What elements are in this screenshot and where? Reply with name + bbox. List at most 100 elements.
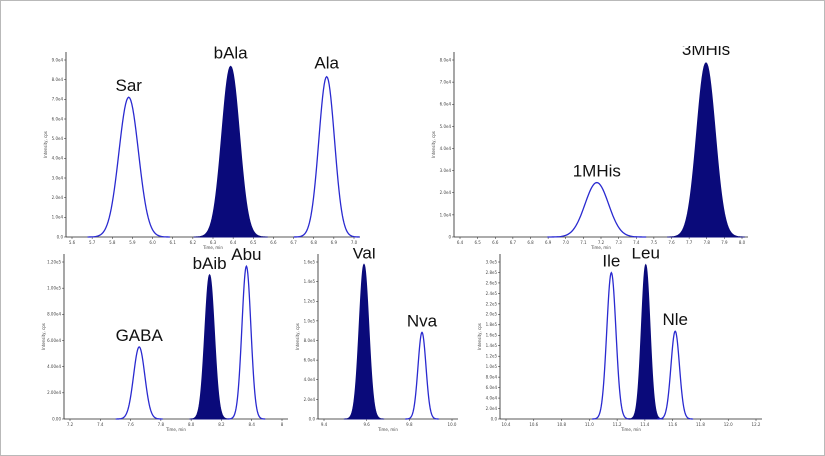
peak-abu	[227, 264, 266, 420]
peak-val	[343, 263, 385, 420]
x-axis-label: Time, min	[590, 245, 611, 250]
y-tick-label: 2.0e4	[486, 406, 498, 411]
y-tick-label: 1.00e5	[47, 286, 61, 291]
x-tick-label: 6.4	[457, 240, 464, 245]
peak-label-abu: Abu	[231, 248, 261, 264]
x-tick-label: 7.1	[580, 240, 587, 245]
x-tick-label: 9.6	[363, 422, 370, 427]
peak-label-bala: bAla	[214, 46, 249, 62]
y-tick-label: 2.8e5	[486, 270, 498, 275]
x-tick-label: 7.7	[686, 240, 693, 245]
peak-nva	[405, 331, 439, 420]
x-tick-label: 8	[281, 422, 284, 427]
y-tick-label: 6.0e4	[486, 385, 498, 390]
x-tick-label: 7.2	[598, 240, 605, 245]
x-tick-label: 6.6	[492, 240, 499, 245]
x-tick-label: 11.4	[640, 422, 649, 427]
x-tick-label: 12.0	[724, 422, 733, 427]
y-tick-label: 2.2e5	[486, 301, 498, 306]
y-tick-label: 3.0e5	[486, 259, 498, 264]
x-tick-label: 6.2	[190, 240, 197, 245]
y-tick-label: 6.0e4	[304, 358, 316, 363]
y-tick-label: 4.0e4	[304, 377, 316, 382]
x-tick-label: 7.4	[633, 240, 640, 245]
x-tick-label: 5.6	[69, 240, 76, 245]
y-tick-label: 0.0	[57, 234, 64, 239]
peak-label-1mhis: 1MHis	[573, 162, 621, 181]
y-tick-label: 1.20e5	[47, 259, 61, 264]
y-axis-label: Intensity, cps	[41, 323, 46, 350]
x-tick-label: 9.4	[321, 422, 328, 427]
peak-ile	[592, 271, 631, 420]
y-tick-label: 2.6e5	[486, 280, 498, 285]
y-tick-label: 0.0	[491, 416, 498, 421]
y-tick-label: 2.00e4	[47, 390, 61, 395]
x-axis-label: Time, min	[377, 427, 398, 432]
x-tick-label: 8.0	[739, 240, 746, 245]
x-tick-label: 6.5	[474, 240, 481, 245]
x-tick-label: 6.9	[331, 240, 338, 245]
x-tick-label: 6.7	[290, 240, 297, 245]
x-tick-label: 8.2	[218, 422, 225, 427]
x-tick-label: 12.2	[752, 422, 761, 427]
y-tick-label: 1.6e5	[486, 333, 498, 338]
x-tick-label: 6.8	[311, 240, 318, 245]
y-tick-label: 4.0e4	[440, 146, 452, 151]
chromatogram-panel-1: 5.6 5.7 5.8 5.9 6.0 6.1 6.2 6.3 6.4 6.5 6.6 6.7 6.8 6…	[43, 46, 360, 250]
chromatogram-panel-4: 9.4 9.6 9.8 10.0 0.0 2.0e4 4.0e4 6.0e4 8.0e4 1.0e…	[295, 248, 458, 432]
x-axis-label: Time, min	[620, 427, 641, 432]
x-axis-label: Time, min	[202, 245, 223, 250]
peak-leu	[627, 263, 664, 420]
peak-baib	[189, 273, 230, 420]
x-tick-label: 6.6	[270, 240, 277, 245]
y-tick-label: 2.4e5	[486, 291, 498, 296]
y-tick-label: 2.0e4	[304, 397, 316, 402]
peak-label-ala: Ala	[314, 54, 339, 73]
y-tick-label: 8.0e4	[52, 77, 64, 82]
y-tick-label: 7.0e4	[440, 80, 452, 85]
y-tick-label: 1.0e5	[486, 364, 498, 369]
y-tick-label: 8.0e4	[440, 57, 452, 62]
peak-label-ile: Ile	[602, 252, 620, 271]
y-tick-label: 2.0e5	[486, 312, 498, 317]
x-tick-label: 7.0	[563, 240, 570, 245]
y-axis-label: Intensity, cps	[431, 131, 436, 158]
x-tick-label: 10.0	[448, 422, 457, 427]
x-tick-label: 7.8	[158, 422, 165, 427]
y-tick-label: 1.4e5	[486, 343, 498, 348]
x-tick-label: 6.0	[149, 240, 156, 245]
y-tick-label: 3.0e4	[52, 175, 64, 180]
peak-label-3mhis: 3MHis	[682, 46, 730, 59]
x-tick-label: 7.6	[127, 422, 134, 427]
x-tick-label: 6.9	[545, 240, 552, 245]
y-tick-label: 1.2e5	[304, 299, 316, 304]
x-tick-label: 11.0	[585, 422, 594, 427]
x-tick-label: 8.4	[249, 422, 256, 427]
peak-3mhis	[667, 62, 745, 238]
x-tick-label: 5.9	[129, 240, 136, 245]
y-axis-label: Intensity, cps	[477, 323, 482, 350]
peak-label-nle: Nle	[662, 310, 688, 329]
x-tick-label: 7.8	[704, 240, 711, 245]
y-tick-label: 4.00e4	[47, 364, 61, 369]
y-tick-label: 4.0e4	[52, 156, 64, 161]
y-tick-label: 8.0e4	[304, 338, 316, 343]
x-tick-label: 7.4	[97, 422, 104, 427]
y-tick-label: 0.00	[52, 416, 61, 421]
y-tick-label: 0	[448, 234, 451, 239]
x-tick-label: 5.7	[89, 240, 96, 245]
x-tick-label: 6.4	[230, 240, 237, 245]
x-tick-label: 10.4	[502, 422, 511, 427]
y-tick-label: 0.0	[309, 416, 316, 421]
y-tick-label: 1.4e5	[304, 279, 316, 284]
x-tick-label: 6.5	[250, 240, 257, 245]
x-tick-label: 11.6	[668, 422, 677, 427]
x-tick-label: 10.6	[529, 422, 538, 427]
x-axis-label: Time, min	[165, 427, 186, 432]
y-tick-label: 1.2e5	[486, 354, 498, 359]
y-tick-label: 1.0e5	[304, 318, 316, 323]
x-tick-label: 7.2	[67, 422, 74, 427]
peak-1mhis	[547, 181, 647, 238]
chromatogram-panel-3: 7.2 7.4 7.6 7.8 8.0 8.2 8.4 8 0.00 2.00e4 4.00e4 6.…	[41, 248, 288, 432]
peak-gaba	[115, 346, 163, 420]
